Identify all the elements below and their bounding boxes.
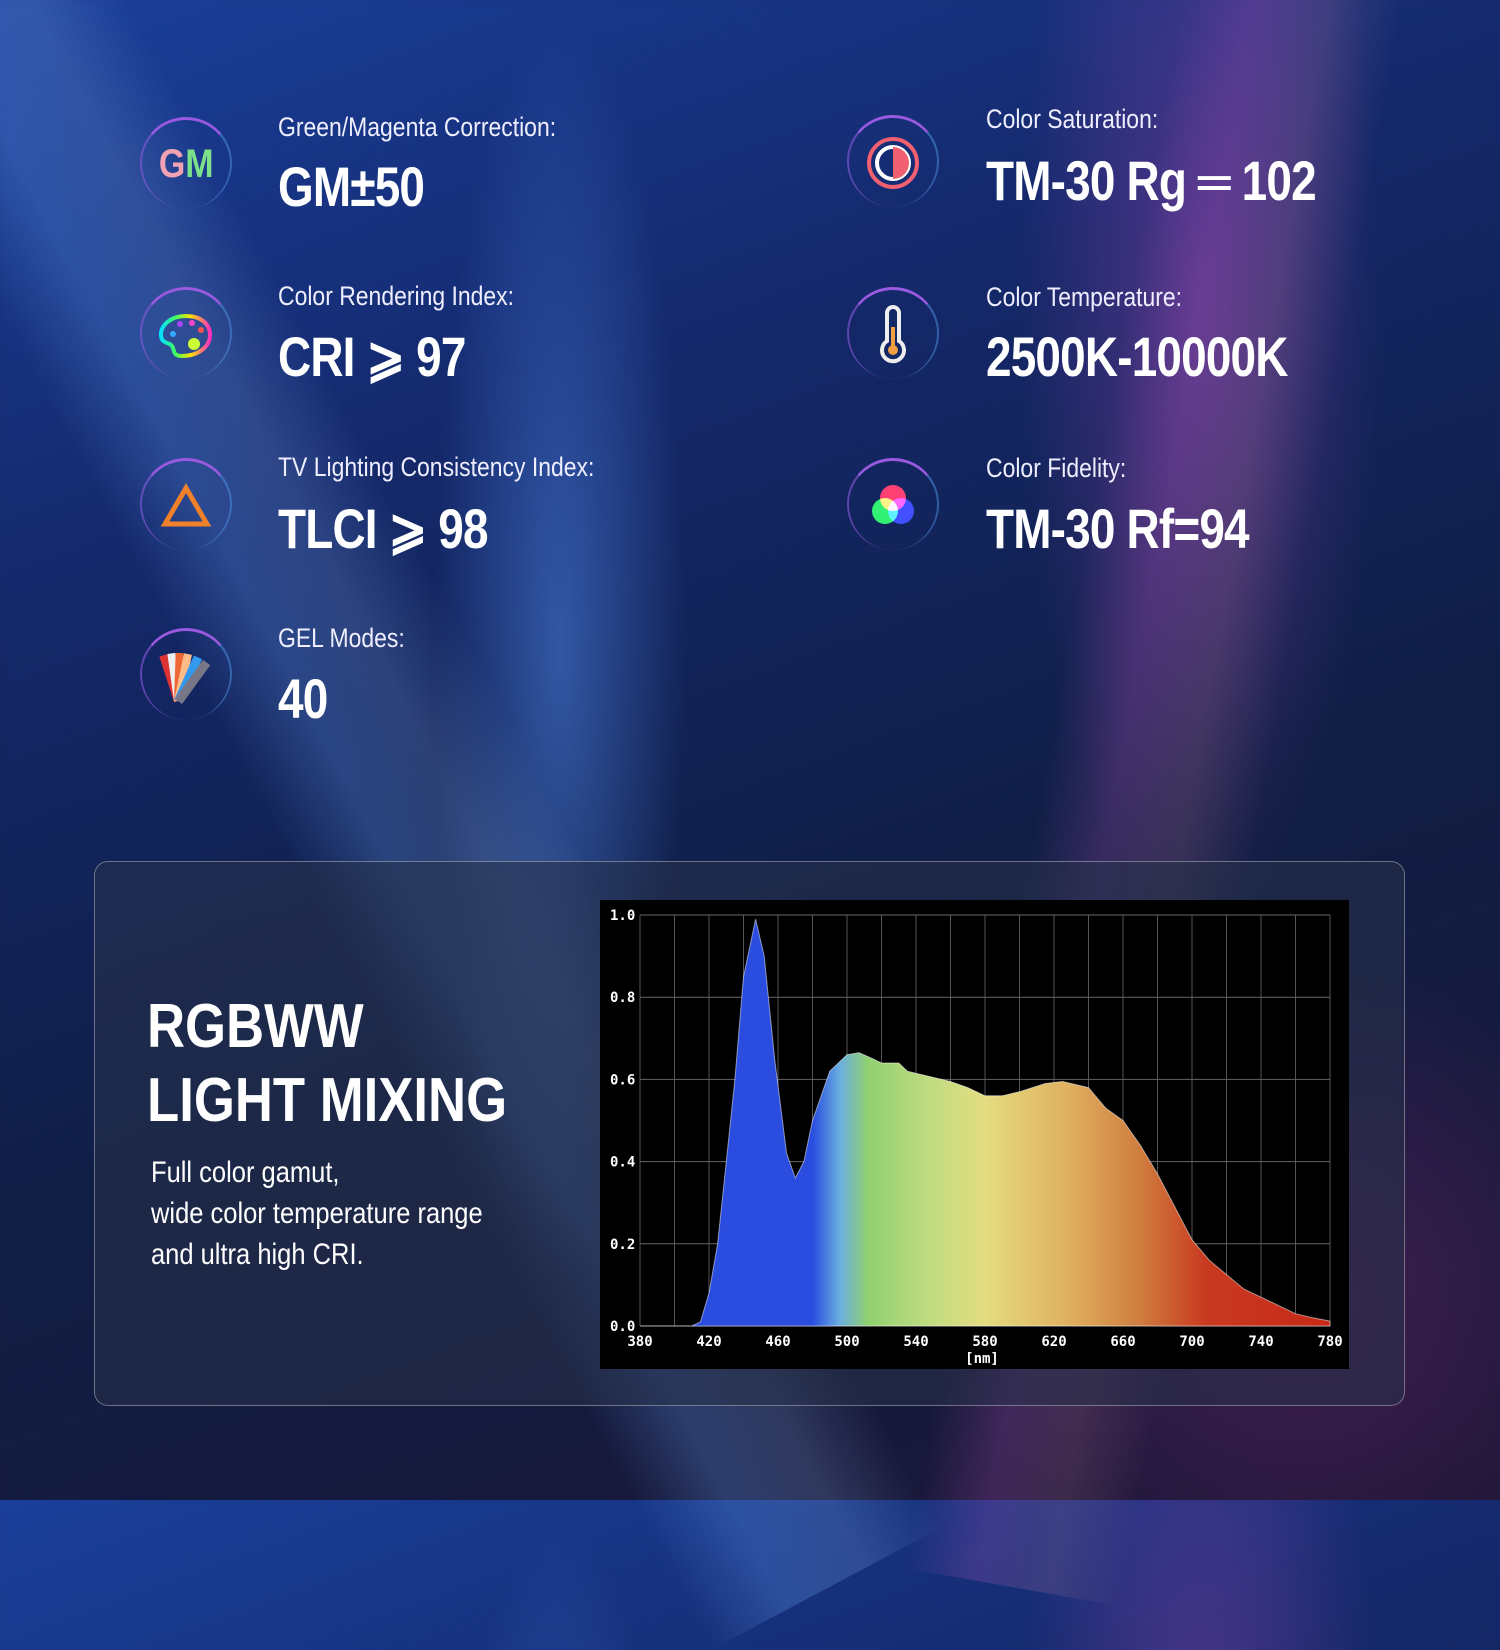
panel-desc-line: Full color gamut, — [151, 1156, 340, 1189]
spec-value: 2500K-10000K — [986, 325, 1288, 388]
spec-value: GM±50 — [278, 155, 425, 218]
triangle-icon — [140, 458, 232, 550]
spec-label: GEL Modes: — [278, 623, 405, 653]
x-tick-label: 740 — [1248, 1334, 1273, 1350]
x-tick-label: 460 — [765, 1334, 790, 1350]
spec-value: TLCI ⩾ 98 — [278, 497, 489, 560]
y-tick-label: 0.6 — [610, 1072, 635, 1088]
gm-icon: GM — [140, 117, 232, 209]
spec-label: Green/Magenta Correction: — [278, 112, 557, 142]
panel-description: Full color gamut, wide color temperature… — [151, 1152, 483, 1275]
rgb-circles-icon — [847, 458, 939, 550]
spec-value: CRI ⩾ 97 — [278, 325, 466, 388]
saturation-icon — [847, 115, 939, 207]
y-tick-label: 0.4 — [610, 1155, 635, 1171]
x-axis-label: [nm] — [965, 1351, 999, 1367]
spec-label: Color Saturation: — [986, 104, 1159, 134]
thermometer-icon — [847, 287, 939, 379]
gel-swatch-icon — [140, 628, 232, 720]
x-tick-label: 500 — [834, 1334, 859, 1350]
spectrum-chart-svg: 0.0 0.2 0.4 0.6 0.8 1.0 380 420 460 500 540 580 620 6… — [610, 908, 1343, 1367]
x-tick-label: 580 — [972, 1334, 997, 1350]
x-tick-label: 540 — [903, 1334, 928, 1350]
x-tick-label: 380 — [627, 1334, 652, 1350]
y-tick-label: 0.8 — [610, 990, 635, 1006]
spec-label: Color Rendering Index: — [278, 281, 515, 311]
panel-desc-line: wide color temperature range — [151, 1197, 483, 1230]
panel-title-line: LIGHT MIXING — [147, 1066, 508, 1135]
x-tick-label: 620 — [1041, 1334, 1066, 1350]
panel-desc-line: and ultra high CRI. — [151, 1238, 364, 1271]
y-tick-label: 1.0 — [610, 908, 635, 924]
spectrum-area — [640, 918, 1331, 1327]
x-tick-label: 700 — [1179, 1334, 1204, 1350]
y-tick-label: 0.2 — [610, 1237, 635, 1253]
spec-value: TM-30 Rg ═ 102 — [986, 149, 1317, 212]
x-tick-label: 660 — [1110, 1334, 1135, 1350]
y-tick-label: 0.0 — [610, 1319, 635, 1335]
spec-label: Color Fidelity: — [986, 453, 1127, 483]
spec-label: Color Temperature: — [986, 282, 1183, 312]
spectrum-chart: 0.0 0.2 0.4 0.6 0.8 1.0 380 420 460 500 540 580 620 6… — [600, 900, 1349, 1369]
x-tick-label: 780 — [1317, 1334, 1342, 1350]
spec-value: TM-30 Rf=94 — [986, 497, 1250, 560]
panel-title: RGBWW LIGHT MIXING — [147, 990, 507, 1138]
panel-title-line: RGBWW — [147, 992, 364, 1061]
palette-icon — [140, 287, 232, 379]
x-tick-label: 420 — [696, 1334, 721, 1350]
spec-label: TV Lighting Consistency Index: — [278, 452, 595, 482]
spec-value: 40 — [278, 667, 328, 730]
